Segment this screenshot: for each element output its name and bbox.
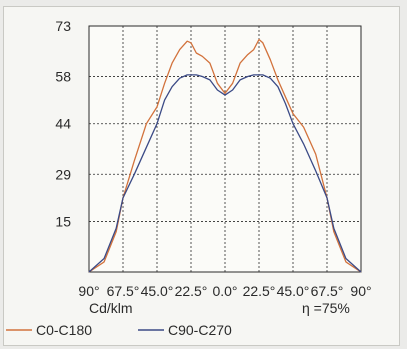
series-layer <box>88 38 362 273</box>
x-tick-labels: 90° 67.5° 45.0° 22.5° 0.0° 22.5° 45.0° 67.5° 90° <box>78 283 371 299</box>
y-tick-labels: 15 29 44 58 73 <box>55 18 71 229</box>
y-tick-label: 29 <box>55 166 71 182</box>
x-tick-label: 67.5° <box>311 283 344 299</box>
efficiency-label: η =75% <box>302 300 350 316</box>
legend: C0-C180 C90-C270 <box>6 322 232 338</box>
legend-label-c90-c270: C90-C270 <box>168 322 232 338</box>
series-line-c90-c270 <box>88 74 362 273</box>
x-tick-label: 45.0° <box>141 283 174 299</box>
grid <box>89 26 361 272</box>
unit-label: Cd/klm <box>89 300 133 316</box>
legend-label-c0-c180: C0-C180 <box>36 322 92 338</box>
x-tick-label: 45.0° <box>277 283 310 299</box>
x-tick-label: 22.5° <box>243 283 276 299</box>
x-tick-label: 90° <box>78 283 99 299</box>
series-line-c0-c180 <box>88 38 362 273</box>
y-tick-label: 73 <box>55 18 71 34</box>
y-tick-label: 15 <box>55 213 71 229</box>
y-tick-label: 58 <box>55 69 71 85</box>
x-tick-label: 67.5° <box>107 283 140 299</box>
y-tick-label: 44 <box>55 116 71 132</box>
x-tick-label: 22.5° <box>175 283 208 299</box>
x-tick-label: 90° <box>350 283 371 299</box>
x-tick-label: 0.0° <box>212 283 237 299</box>
